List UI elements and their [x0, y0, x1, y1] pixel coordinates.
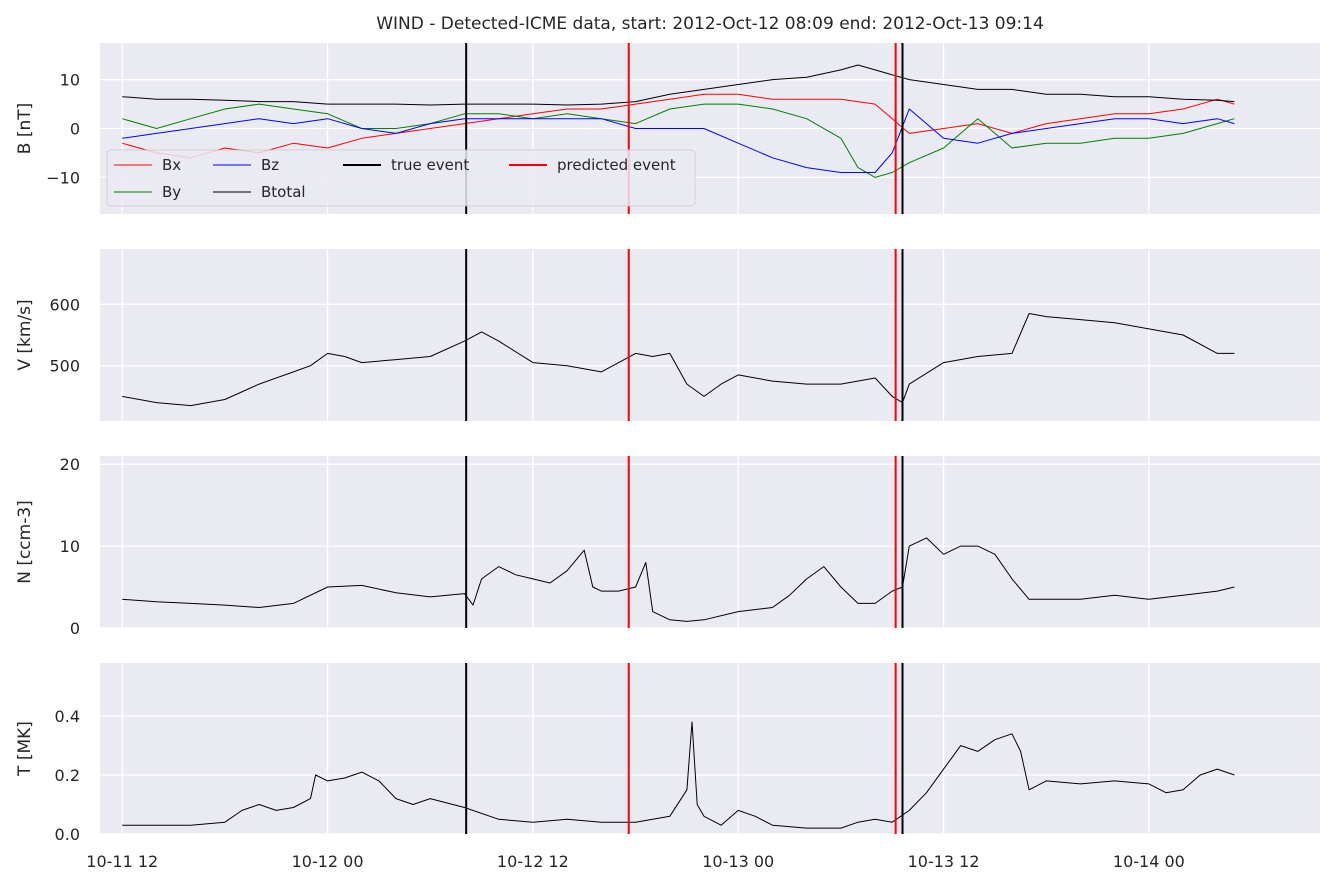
legend-label: Btotal [261, 183, 306, 201]
panel-2: 0 10 20 N [ccm-3] [15, 455, 1320, 638]
legend-box [106, 149, 696, 207]
y-tick-label: 20 [60, 455, 80, 474]
series-line-n [122, 537, 1235, 622]
y-tick-label: 10 [60, 71, 80, 90]
legend-label: true event [391, 156, 469, 174]
y-axis-label: N [ccm-3] [15, 500, 35, 584]
panel-1: 500 600 V [km/s] [15, 249, 1320, 421]
series-line-bx [122, 93, 1235, 159]
y-axis-label: V [km/s] [15, 299, 35, 370]
y-axis-label: B [nT] [15, 103, 35, 155]
chart-title: WIND - Detected-ICME data, start: 2012-O… [376, 14, 1044, 34]
y-tick-label: 500 [49, 357, 80, 376]
legend-label: predicted event [557, 156, 676, 174]
series-line-v [122, 313, 1235, 407]
y-axis-label: T [MK] [15, 721, 35, 777]
x-tick-label: 10-13 00 [702, 852, 774, 871]
panel-background [100, 249, 1320, 421]
legend-label: Bx [162, 156, 181, 174]
y-tick-label: 0 [70, 120, 80, 139]
x-tick-label: 10-11 12 [86, 852, 158, 871]
y-tick-label: 600 [49, 295, 80, 314]
x-tick-label: 10-12 00 [292, 852, 364, 871]
y-tick-label: 0 [70, 619, 80, 638]
series-line-t [122, 721, 1235, 829]
series-line-btotal [122, 64, 1235, 106]
y-tick-label: −10 [46, 168, 80, 187]
panel-3: 0.0 0.2 0.4 T [MK] [15, 663, 1320, 844]
x-tick-label: 10-14 00 [1113, 852, 1185, 871]
legend-label: By [162, 183, 181, 201]
y-tick-label: 0.0 [55, 825, 80, 844]
panel-background [100, 663, 1320, 834]
panel-background [100, 456, 1320, 628]
series-line-bz [122, 108, 1235, 173]
x-tick-label: 10-12 12 [497, 852, 569, 871]
y-tick-label: 0.4 [55, 707, 80, 726]
series-line-by [122, 103, 1235, 178]
y-tick-label: 10 [60, 537, 80, 556]
y-tick-label: 0.2 [55, 766, 80, 785]
x-tick-label: 10-13 12 [908, 852, 980, 871]
legend-label: Bz [261, 156, 279, 174]
